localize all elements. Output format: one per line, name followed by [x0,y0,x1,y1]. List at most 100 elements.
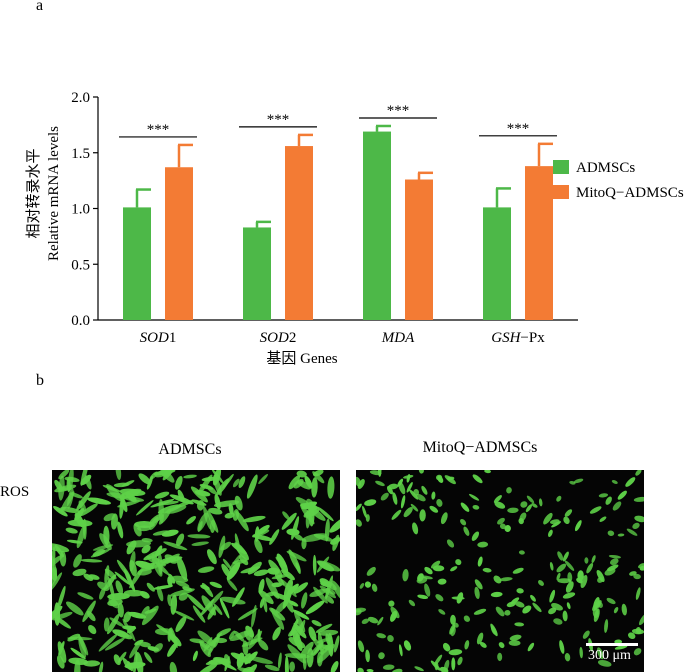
cell [296,480,311,490]
cell [633,648,642,656]
cell [288,475,301,490]
cell [284,655,289,672]
cell [138,473,151,485]
cell [99,587,106,600]
cell [84,475,92,490]
cell [447,476,455,481]
cell [634,515,644,523]
cell [133,523,142,537]
cell [548,607,557,615]
cell [518,550,525,555]
cell [563,516,570,524]
cell [264,664,280,671]
cell [504,525,511,532]
cell [415,493,426,502]
cell [388,600,395,607]
cell [107,577,115,600]
cell [509,634,522,641]
cell [293,582,309,594]
cell [477,556,483,567]
cell [52,567,57,581]
cell [325,588,336,595]
cell [387,634,394,643]
cell [562,592,576,599]
cell [434,654,443,666]
cell [430,560,441,569]
cell [135,560,155,570]
cell [244,630,251,641]
cell [471,531,480,541]
cell [269,607,286,621]
cell [144,651,153,664]
cell [216,628,232,637]
cell [617,490,627,500]
cell [88,625,97,635]
cell [292,609,310,620]
cell [77,592,94,600]
cell [149,471,158,480]
cell [246,474,258,499]
cell [597,647,604,660]
cell [504,610,511,616]
cell [117,521,124,539]
cell [549,561,554,571]
cell [463,615,471,622]
y-tick-label: 1.5 [71,146,90,162]
cell [263,597,268,613]
cell [258,639,269,651]
legend-label: MitoQ−ADMSCs [576,185,684,201]
y-tick-label: 1.0 [71,202,90,218]
cell [157,553,163,575]
cell [527,642,535,652]
cell [98,633,118,652]
scale-bar [586,643,638,646]
cell [490,623,498,637]
cell [288,637,306,649]
cell [98,661,104,672]
cell [371,583,378,592]
cell [315,623,333,633]
cell [431,491,436,500]
cell [52,572,63,592]
cell [258,589,274,605]
cell [559,640,565,654]
cell [227,578,238,592]
cell [442,642,451,652]
cell [73,554,82,568]
cell [175,616,187,632]
bar-admscs [123,207,151,320]
cell [201,582,214,598]
cell [421,485,428,495]
cell [300,641,314,658]
cell [451,596,465,600]
cell [629,571,637,576]
cell [332,534,340,552]
cell [275,601,287,614]
cell [490,591,503,598]
cell [234,495,243,511]
panel-label-b: b [36,372,44,389]
cell [160,500,179,506]
cell [213,603,223,616]
cell [65,527,78,534]
cell [219,597,230,619]
cell [450,626,456,637]
cell [239,555,249,566]
cell [632,522,640,530]
cell [190,486,208,503]
cell [604,619,609,633]
cell [129,551,136,572]
cell [215,478,230,496]
significance-label: *** [147,122,170,138]
cell [103,513,116,522]
cell [209,519,216,533]
cell [115,470,122,480]
cell [562,551,569,562]
cell [197,520,203,533]
cell [230,652,251,664]
cell [493,495,502,503]
x-tick-label: GSH−Px [491,330,545,346]
cell [460,518,467,526]
cell [228,630,236,640]
cell [147,646,160,652]
